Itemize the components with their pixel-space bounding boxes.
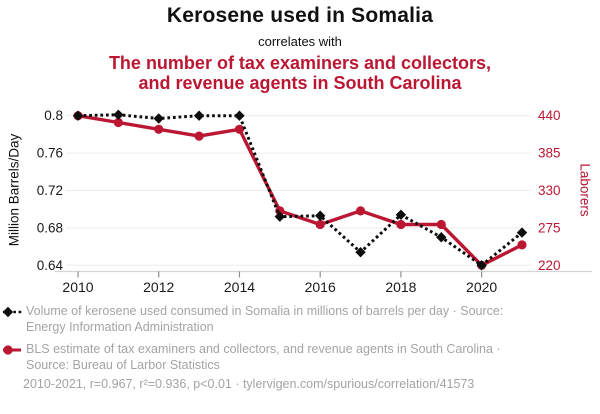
svg-text:385: 385 bbox=[538, 146, 561, 161]
svg-text:330: 330 bbox=[538, 183, 561, 198]
svg-text:220: 220 bbox=[538, 258, 561, 273]
svg-text:2020: 2020 bbox=[466, 279, 497, 295]
svg-text:2010: 2010 bbox=[62, 279, 93, 295]
legend-item-laborers: BLS estimate of tax examiners and collec… bbox=[2, 342, 541, 373]
kerosene-series-line bbox=[72, 109, 528, 271]
legend-label-kerosene: Volume of kerosene used consumed in Soma… bbox=[26, 304, 504, 334]
svg-text:0.76: 0.76 bbox=[37, 146, 63, 161]
left-axis-tick-labels: 0.8 0.76 0.72 0.68 0.64 bbox=[37, 108, 64, 273]
stats-footer: 2010-2021, r=0.967, r²=0.936, p<0.01 · t… bbox=[23, 377, 475, 391]
chart-title-secondary-line2: and revenue agents in South Carolina bbox=[138, 73, 462, 93]
legend-label-laborers: BLS estimate of tax examiners and collec… bbox=[26, 342, 501, 372]
svg-text:2016: 2016 bbox=[305, 279, 336, 295]
svg-text:440: 440 bbox=[538, 108, 561, 123]
chart-title-secondary: The number of tax examiners and collecto… bbox=[0, 53, 600, 93]
svg-text:2018: 2018 bbox=[385, 279, 416, 295]
svg-text:0.64: 0.64 bbox=[37, 258, 64, 273]
kerosene-series-marker-icon bbox=[2, 306, 23, 318]
svg-text:2014: 2014 bbox=[224, 279, 255, 295]
svg-text:0.8: 0.8 bbox=[44, 108, 63, 123]
laborers-series-marker-icon bbox=[3, 345, 21, 355]
chart-title: Kerosene used in Somalia bbox=[166, 4, 434, 27]
legend-item-kerosene: Volume of kerosene used consumed in Soma… bbox=[2, 304, 541, 335]
svg-text:0.72: 0.72 bbox=[37, 183, 63, 198]
gridlines bbox=[66, 115, 531, 266]
svg-text:2012: 2012 bbox=[143, 279, 174, 295]
svg-text:275: 275 bbox=[538, 220, 561, 235]
svg-text:0.68: 0.68 bbox=[37, 220, 63, 235]
chart-title-secondary-line1: The number of tax examiners and collecto… bbox=[108, 53, 492, 73]
correlates-with-label: correlates with bbox=[258, 34, 342, 49]
right-axis-tick-labels: 440 385 330 275 220 bbox=[538, 108, 561, 273]
x-axis: 2010 2012 2014 2016 2018 2020 bbox=[55, 270, 592, 295]
